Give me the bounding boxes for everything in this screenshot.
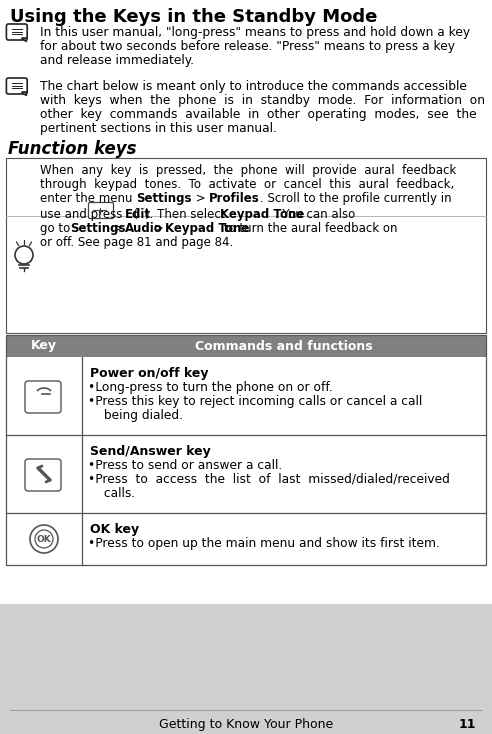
Text: OK key: OK key (90, 523, 139, 536)
Bar (6, 158, 486, 333)
Text: ). Then select: ). Then select (145, 208, 229, 221)
Text: Audio: Audio (125, 222, 163, 235)
Text: 11: 11 (459, 718, 476, 731)
Text: use and press   (: use and press ( (40, 208, 138, 221)
Text: When  any  key  is  pressed,  the  phone  will  provide  aural  feedback: When any key is pressed, the phone will … (40, 164, 456, 177)
Polygon shape (22, 38, 27, 42)
Text: Edit: Edit (125, 208, 151, 221)
Text: and release immediately.: and release immediately. (40, 54, 194, 67)
Text: In this user manual, "long-press" means to press and hold down a key: In this user manual, "long-press" means … (40, 26, 470, 39)
Text: Send/Answer key: Send/Answer key (90, 445, 211, 458)
Text: Settings: Settings (70, 222, 125, 235)
Text: OK: OK (36, 534, 51, 543)
FancyBboxPatch shape (89, 203, 114, 219)
Text: for about two seconds before release. "Press" means to press a key: for about two seconds before release. "P… (40, 40, 455, 53)
FancyBboxPatch shape (25, 459, 61, 491)
Text: enter the menu: enter the menu (40, 192, 136, 205)
Text: The chart below is meant only to introduce the commands accessible: The chart below is meant only to introdu… (40, 80, 467, 93)
Text: •Press to send or answer a call.: •Press to send or answer a call. (88, 459, 282, 472)
Text: •Press this key to reject incoming calls or cancel a call: •Press this key to reject incoming calls… (88, 395, 422, 408)
FancyBboxPatch shape (6, 24, 27, 40)
Text: •Press to open up the main menu and show its first item.: •Press to open up the main menu and show… (88, 537, 440, 550)
Text: go to: go to (40, 222, 74, 235)
Text: Settings: Settings (136, 192, 192, 205)
Text: Key: Key (31, 340, 57, 352)
Text: pertinent sections in this user manual.: pertinent sections in this user manual. (40, 122, 277, 135)
FancyBboxPatch shape (6, 78, 27, 94)
Text: Function keys: Function keys (8, 140, 136, 158)
Text: Profiles: Profiles (209, 192, 260, 205)
Text: with  keys  when  the  phone  is  in  standby  mode.  For  information  on: with keys when the phone is in standby m… (40, 94, 485, 107)
Text: >: > (192, 192, 209, 205)
Text: or off. See page 81 and page 84.: or off. See page 81 and page 84. (40, 236, 233, 249)
Bar (0, 604, 492, 734)
Text: >: > (110, 222, 127, 235)
Text: to turn the aural feedback on: to turn the aural feedback on (220, 222, 398, 235)
Bar (6, 335, 486, 357)
Text: other  key  commands  available  in  other  operating  modes,  see  the: other key commands available in other op… (40, 108, 477, 121)
Bar (6, 357, 486, 435)
FancyBboxPatch shape (25, 381, 61, 413)
Text: •Press  to  access  the  list  of  last  missed/dialed/received: •Press to access the list of last missed… (88, 473, 450, 486)
Text: through  keypad  tones.  To  activate  or  cancel  this  aural  feedback,: through keypad tones. To activate or can… (40, 178, 454, 191)
Text: Power on/off key: Power on/off key (90, 367, 209, 380)
Text: •Long-press to turn the phone on or off.: •Long-press to turn the phone on or off. (88, 381, 333, 394)
Text: Keypad Tone: Keypad Tone (220, 208, 305, 221)
Text: . You can also: . You can also (275, 208, 355, 221)
Text: Using the Keys in the Standby Mode: Using the Keys in the Standby Mode (10, 8, 377, 26)
Text: . Scroll to the profile currently in: . Scroll to the profile currently in (260, 192, 452, 205)
Text: calls.: calls. (100, 487, 135, 500)
Text: Getting to Know Your Phone: Getting to Know Your Phone (159, 718, 333, 731)
Polygon shape (22, 92, 27, 95)
Bar (6, 435, 486, 513)
Text: being dialed.: being dialed. (100, 409, 183, 422)
Text: Commands and functions: Commands and functions (195, 340, 373, 352)
Text: Keypad Tone: Keypad Tone (165, 222, 249, 235)
Bar (6, 335, 486, 565)
Bar (6, 513, 486, 565)
Text: >: > (150, 222, 167, 235)
